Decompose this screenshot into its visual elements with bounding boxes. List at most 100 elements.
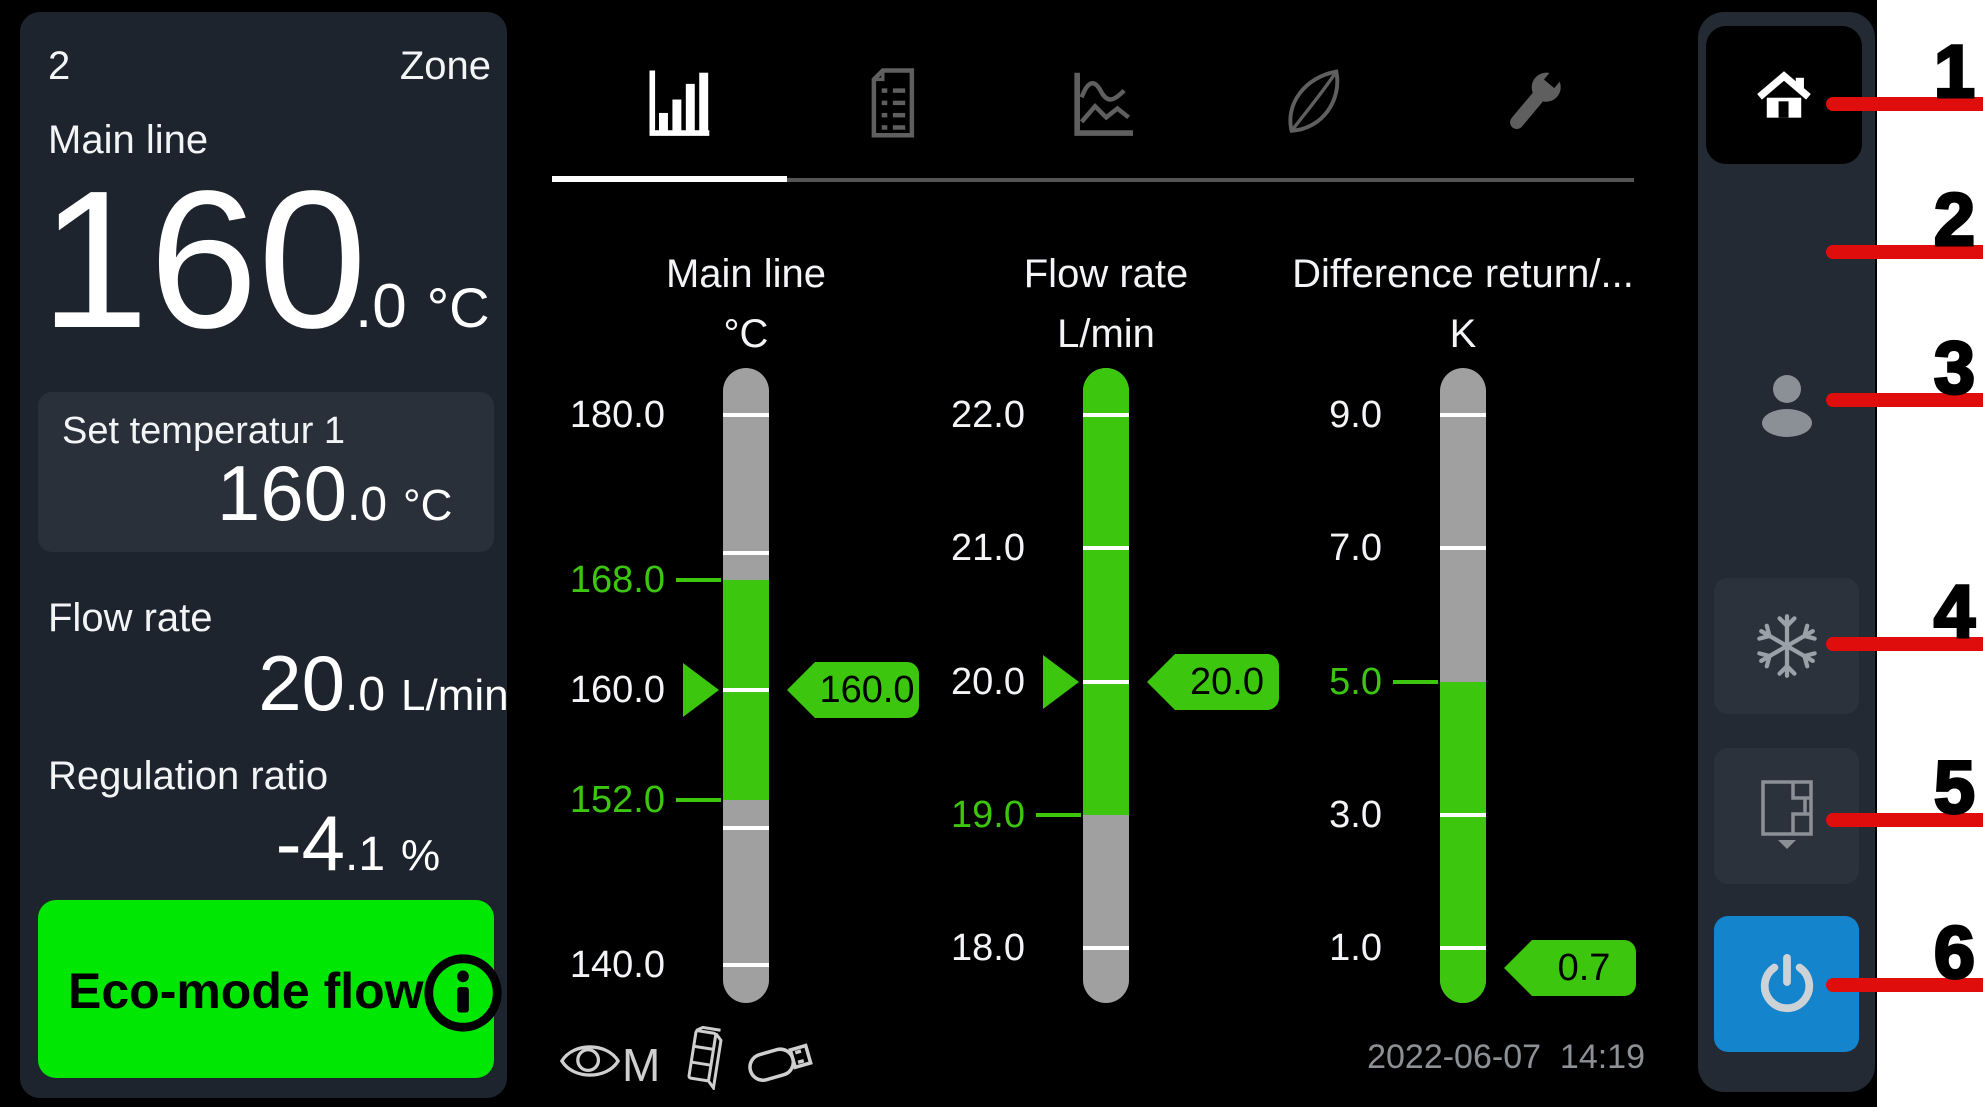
annotation-line-1 [1826, 97, 1983, 111]
gauge-tick-label: 3.0 [1329, 793, 1382, 836]
zone-number: 2 [48, 44, 71, 88]
gauge-tag-arrow [1147, 653, 1175, 710]
gauge-tick [723, 688, 769, 692]
gauge-tick [723, 413, 769, 417]
service-tab[interactable] [1498, 66, 1570, 142]
gauge-value-label: 160.0 [815, 662, 919, 718]
sidebar-item-home[interactable] [1706, 26, 1862, 164]
eco-mode-button[interactable]: Eco-mode flow [38, 900, 502, 1078]
leaf-icon [1288, 69, 1340, 133]
gauge-limit-tick [1393, 679, 1438, 684]
annotation-line-2 [1826, 245, 1983, 259]
mold-zone-icon [1760, 780, 1813, 849]
gauge-tick-label: 21.0 [951, 527, 1025, 570]
zone-status-panel: 2 Zone Main line 160 .0 °C Set temperatu… [20, 12, 509, 1098]
eco-mode-label: Eco-mode flow [68, 963, 424, 1019]
flow-rate-frac: .0 [345, 668, 386, 721]
gauge-tick [1083, 679, 1129, 684]
gauge-limit-tick [676, 578, 721, 582]
regulation-frac: .1 [345, 828, 386, 881]
gauge-limit-tick [1036, 812, 1081, 817]
gauge-tick [723, 550, 769, 555]
gauge-tick [723, 963, 769, 967]
gauge-tick-label: 160.0 [569, 669, 665, 711]
zone-label: Zone [399, 44, 491, 88]
gauge-setpoint-marker [683, 663, 719, 717]
usb-stick-icon [748, 1043, 813, 1082]
gauge-tube [1083, 368, 1129, 1003]
gauge-green-band [1083, 368, 1129, 815]
gauge-tube [723, 368, 769, 1003]
sidebar-item-user[interactable] [1714, 352, 1859, 460]
wrench-icon [1510, 66, 1565, 130]
report-tab[interactable] [858, 66, 930, 142]
monitoring-mode-label: M [622, 1039, 661, 1091]
curves-tab[interactable] [1068, 66, 1140, 142]
monitoring-eye-icon [560, 1045, 620, 1077]
tabbar-divider [787, 178, 1634, 182]
gauge-limit-label: 152.0 [569, 779, 665, 821]
power-icon [1760, 953, 1813, 1012]
annotation-line-4 [1826, 637, 1983, 651]
gauge-tick [1440, 812, 1486, 817]
gauge-value-tag: 0.7 [1504, 939, 1636, 996]
gauge-tick-label: 18.0 [951, 927, 1025, 969]
regulation-unit: % [401, 831, 441, 880]
gauge-tick [1440, 546, 1486, 551]
bar-chart-icon [649, 70, 710, 136]
gauges-tab[interactable] [642, 66, 714, 142]
annotation-number-2: 2 [1932, 178, 1976, 261]
datetime-display: 2022-06-07 14:19 [1367, 1038, 1645, 1076]
report-icon [871, 68, 915, 138]
gauge-tick-label: 1.0 [1329, 927, 1382, 969]
gauge-value-tag: 160.0 [787, 662, 919, 718]
gauge-tick-label: 7.0 [1329, 527, 1382, 570]
gauge-title: Difference return/... [1292, 252, 1634, 296]
main-line-label: Main line [48, 118, 209, 162]
set-temp-unit: °C [403, 481, 453, 530]
annotation-number-1: 1 [1932, 30, 1976, 113]
annotation-strip [1877, 0, 1983, 1107]
main-line-frac: .0 [355, 272, 407, 341]
gauge-tick-label: 9.0 [1329, 394, 1382, 436]
gauge-value-label: 0.7 [1532, 939, 1636, 996]
set-temperature-label: Set temperatur 1 [62, 410, 346, 452]
gauge-limit-tick [676, 798, 721, 802]
gauge-value-tag: 20.0 [1147, 653, 1279, 710]
set-temp-int: 160 [216, 449, 347, 537]
gauge-tick [1083, 546, 1129, 551]
sidebar [1698, 12, 1875, 1092]
annotation-number-5: 5 [1932, 746, 1976, 829]
sidebar-item-cooling[interactable] [1714, 578, 1859, 714]
gauge-value-label: 20.0 [1175, 653, 1279, 710]
gauge-tube [1440, 368, 1486, 1003]
gauge-tick-label: 140.0 [569, 944, 665, 986]
gauge-tick-label: 20.0 [951, 660, 1025, 703]
set-temperature-value: 160 .0 °C [58, 449, 453, 537]
sidebar-item-menu[interactable] [1714, 206, 1859, 314]
flow-rate-label: Flow rate [48, 596, 213, 640]
gauge-tick [1083, 946, 1129, 950]
gauge-limit-label: 168.0 [569, 559, 665, 601]
main-line-value: 160 .0 °C [40, 162, 490, 358]
gauge-title: Flow rate [1023, 252, 1189, 296]
annotation-number-4: 4 [1932, 570, 1976, 653]
gauge-tick [1440, 946, 1486, 950]
regulation-ratio-value: -4 .1 % [48, 799, 441, 887]
gauge-unit: L/min [1057, 312, 1155, 356]
annotation-number-6: 6 [1932, 911, 1976, 994]
gauge-title: Main line [665, 252, 827, 296]
gauge-unit: K [1449, 312, 1477, 356]
regulation-int: -4 [275, 799, 345, 887]
user-icon [1761, 375, 1812, 437]
flow-rate-int: 20 [258, 639, 345, 727]
set-temperature-box[interactable]: Set temperatur 1 160 .0 °C [38, 392, 494, 552]
gauge-tag-arrow [1504, 939, 1532, 996]
gauge-tick-label: 22.0 [951, 394, 1025, 436]
annotation-line-6 [1826, 978, 1983, 992]
gauge-limit-label: 5.0 [1329, 660, 1382, 703]
main-line-unit: °C [426, 276, 490, 339]
eco-tab[interactable] [1278, 66, 1350, 142]
gauge-tick-label: 180.0 [569, 394, 665, 436]
